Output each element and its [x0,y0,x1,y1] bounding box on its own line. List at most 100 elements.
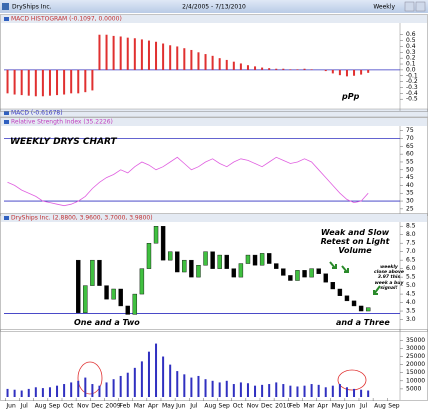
bar [48,69,51,96]
candle [245,254,251,264]
bar [126,37,129,70]
y-tick-label: 5.0 [406,282,416,289]
candle [111,288,116,300]
bar [338,384,341,397]
candle [323,273,328,283]
bar [254,385,257,397]
x-tick-label: May [332,403,345,410]
x-tick-label: Apr [318,403,329,410]
x-tick-label: Apr [148,403,159,410]
candle [302,270,307,278]
annotation: weekly close above 3.97 this week a buy … [374,265,404,291]
bar [353,388,356,397]
candle [189,259,194,278]
candle [266,253,272,264]
bar [360,389,363,397]
bar [367,69,370,73]
bar [282,384,285,397]
bar [275,382,278,397]
y-tick-label: 6.0 [406,265,416,272]
candle [309,268,314,278]
candle [217,254,222,269]
y-tick-label: 8.5 [406,223,416,230]
bar [27,69,30,96]
bar [70,382,73,397]
bar [275,68,278,70]
bar [169,45,172,70]
candle [295,270,300,281]
candle [160,226,166,261]
panel-header [1,15,427,23]
bar [324,387,327,397]
bar [261,67,264,70]
y-tick-label: 0.2 [406,55,416,62]
candle [104,285,109,300]
candle [365,307,371,312]
y-tick-label: 0.5 [406,37,416,44]
y-tick-label: 7.5 [406,240,416,247]
bar [105,34,108,70]
bar [303,68,306,70]
annotation: WEEKLY DRYS CHART [10,137,117,147]
bar [147,40,150,70]
bar [77,380,80,397]
bar [190,49,193,70]
panel-label: MACD HISTOGRAM (-0.1097, 0.0000) [11,16,122,23]
bar [239,63,242,70]
y-tick-label: 65 [406,143,414,150]
candle [259,253,265,266]
arrow [373,285,381,295]
bar [112,379,115,397]
x-tick-label: Oct [63,403,74,410]
app-icon [2,3,9,10]
y-tick-label: -0.4 [406,90,418,97]
y-tick-label: 6.5 [406,257,416,264]
y-tick-label: 15000 [406,369,425,376]
bar [140,39,143,70]
bar [303,385,306,397]
bar [282,68,285,70]
x-tick-label: Feb [289,403,300,410]
arrow [329,261,337,269]
bar [63,69,66,95]
arrow [341,265,349,273]
x-tick-label: Jul [20,403,29,410]
collapsed-panel-label: MACD (-0.61678) [11,110,63,117]
y-tick-label: 35 [406,190,414,197]
x-tick-label: Jun [175,403,186,410]
y-tick-label: 0.0 [406,66,416,73]
bar [289,69,292,70]
candle [90,259,95,286]
bar [34,387,37,397]
bar [155,343,158,397]
bar [91,69,94,91]
y-tick-label: 40 [406,182,414,189]
x-tick-label: Sep [49,403,61,410]
bar [162,43,165,70]
panel-icon [4,120,9,124]
x-tick-label: 2010 [275,403,290,410]
bar [56,69,59,96]
candle [252,254,258,266]
y-tick-label: 25 [406,205,414,212]
bar [169,364,172,397]
candle [337,288,343,296]
close-button[interactable] [415,1,426,12]
y-tick-label: 10000 [406,377,425,384]
y-tick-label: 0.1 [406,61,416,68]
x-tick-label: Jun [5,403,16,410]
bar [204,379,207,397]
y-tick-label: 50 [406,166,414,173]
bar [112,35,115,70]
bar [211,55,214,70]
window-button[interactable] [404,1,415,12]
panel-label: DryShips Inc. (2.8800, 3.9600, 3.7000, 3… [11,215,153,222]
bar [6,69,9,94]
bar [296,69,299,70]
bar [211,380,214,397]
bar [197,52,200,70]
candle [118,288,123,307]
bar [296,386,299,397]
